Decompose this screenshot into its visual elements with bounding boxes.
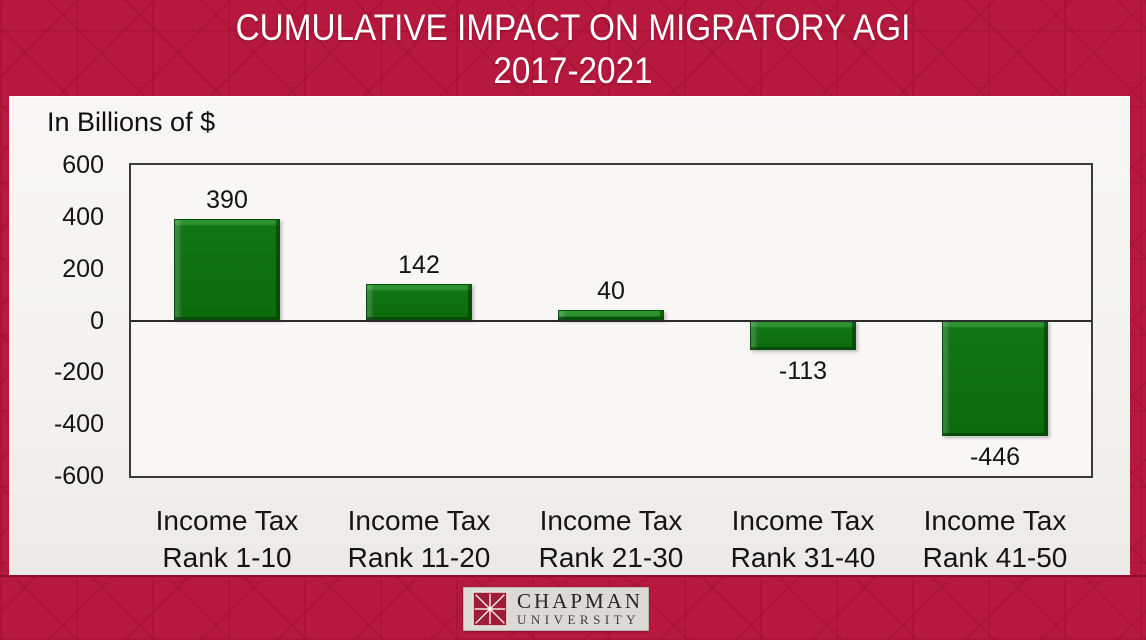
windowpane-icon [472,591,508,627]
x-axis-label: Income Tax Rank 31-40 [707,502,899,576]
footer-bar: CHAPMAN UNIVERSITY [0,575,1146,640]
x-axis-label-line2: Rank 31-40 [730,542,876,573]
bar-rank-1-10 [174,219,280,321]
slide-header: CUMULATIVE IMPACT ON MIGRATORY AGI 2017-… [0,0,1146,96]
bar-rank-31-40 [750,320,856,350]
y-axis: 600 400 200 0 -200 -400 -600 [9,97,104,575]
y-axis-tick-label: -600 [53,462,104,490]
bar-value-label: 390 [206,186,248,215]
x-axis: Income Tax Rank 1-10 Income Tax Rank 11-20 I… [9,502,1130,587]
zero-axis-line [131,319,1091,322]
x-axis-label-line2: Rank 1-10 [162,542,292,573]
chart-area: In Billions of $ 600 400 200 0 -200 -400 -600 … [9,96,1130,575]
x-axis-label-line1: Income Tax [731,505,875,536]
slide-title-line1: CUMULATIVE IMPACT ON MIGRATORY AGI [235,7,911,48]
bar-value-label: 40 [597,277,625,306]
x-axis-label: Income Tax Rank 1-10 [131,502,323,576]
x-axis-label-line2: Rank 21-30 [538,542,684,573]
y-axis-units-label: In Billions of $ [47,107,216,137]
bar-value-label: -113 [778,356,828,385]
x-axis-label: Income Tax Rank 41-50 [899,502,1091,576]
slide-title-line2: 2017-2021 [493,50,653,91]
plot-area: 390 142 40 -113 -446 [129,163,1093,478]
x-axis-label-line2: Rank 41-50 [922,542,1068,573]
y-axis-tick-label: 200 [62,254,104,283]
y-axis-tick-label: 400 [62,202,104,231]
bar-value-label: 142 [398,250,440,279]
x-axis-label: Income Tax Rank 21-30 [515,502,707,576]
x-axis-label-line1: Income Tax [923,505,1067,536]
logo-text-university: UNIVERSITY [517,612,640,627]
x-axis-label-line1: Income Tax [347,505,491,536]
bar-rank-11-20 [366,283,472,321]
y-axis-tick-label: -400 [53,410,104,439]
logo-text-chapman: CHAPMAN [517,589,644,613]
y-axis-tick-label: 600 [62,151,104,179]
logo-text: CHAPMAN UNIVERSITY [517,589,644,628]
bar-rank-41-50 [942,320,1048,437]
x-axis-label: Income Tax Rank 11-20 [323,502,515,576]
x-axis-label-line1: Income Tax [155,505,299,536]
chapman-university-logo: CHAPMAN UNIVERSITY [463,587,649,631]
y-axis-tick-label: -200 [53,358,104,387]
x-axis-label-line1: Income Tax [539,505,683,536]
bar-value-label: -446 [969,443,1021,472]
y-axis-tick-label: 0 [90,306,104,335]
x-axis-label-line2: Rank 11-20 [347,542,491,573]
